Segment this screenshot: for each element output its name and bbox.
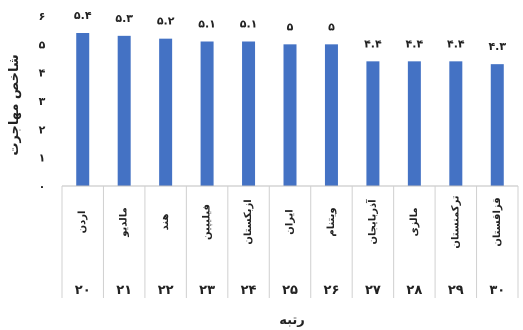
data-label: ۴.۳: [488, 40, 506, 53]
rank-labels: ۲۰ ۲۱ ۲۲ ۲۳ ۲۴ ۲۵ ۲۶ ۲۷ ۲۸ ۲۹ ۳۰: [75, 283, 505, 298]
data-label: ۵.۲: [157, 15, 175, 28]
data-label: ۵.۱: [240, 18, 258, 31]
category-dividers: [61, 186, 519, 298]
category-label: مالديو: [119, 207, 130, 238]
value-labels: ۵.۴ ۵.۳ ۵.۲ ۵.۱ ۵.۱ ۵ ۵ ۴.۴ ۴.۴ ۴.۴ ۴.۳: [74, 9, 506, 53]
data-label: ۴.۴: [447, 37, 465, 50]
data-label: ۵.۳: [115, 12, 133, 25]
y-tick-label: ۶: [39, 10, 46, 23]
category-label: آذربايجان: [365, 199, 378, 245]
category-label: مالزى: [409, 207, 420, 236]
x-axis-title: رتبه: [279, 313, 305, 328]
y-tick-label: ۲: [39, 123, 46, 136]
rank-label: ۲۴: [241, 283, 257, 298]
rank-label: ۲۵: [282, 283, 298, 298]
bar: [490, 64, 504, 186]
rank-label: ۲۱: [116, 283, 132, 298]
category-label: اردن: [77, 211, 88, 234]
bar: [242, 41, 256, 186]
y-axis-ticks: ۰ ۱ ۲ ۳ ۴ ۵ ۶: [39, 10, 46, 193]
bar: [76, 33, 90, 186]
data-label: ۵: [287, 20, 294, 33]
bar: [159, 38, 173, 186]
y-axis-title: شاخص مهاجرت: [7, 54, 22, 155]
category-label: ايران: [285, 209, 296, 234]
rank-label: ۲۷: [365, 283, 381, 298]
bar: [117, 35, 131, 187]
rank-label: ۲۸: [406, 283, 422, 298]
bar: [283, 44, 297, 187]
rank-label: ۲۳: [199, 283, 215, 298]
data-label: ۵.۱: [198, 18, 216, 31]
data-label: ۴.۴: [364, 37, 382, 50]
y-tick-label: ۱: [39, 152, 46, 165]
category-label: تركمنستان: [450, 195, 461, 248]
category-label: هند: [160, 214, 171, 231]
rank-label: ۳۰: [489, 283, 505, 298]
y-tick-label: ۰: [39, 180, 46, 193]
category-label: ازبكستان: [243, 199, 254, 244]
y-tick-label: ۵: [39, 38, 46, 51]
bar: [200, 41, 214, 186]
bar: [449, 61, 463, 187]
bars: [76, 33, 504, 187]
rank-label: ۲۹: [448, 283, 464, 298]
data-label: ۵.۴: [74, 9, 92, 22]
bar: [366, 61, 380, 187]
bar: [407, 61, 421, 187]
rank-label: ۲۶: [324, 283, 340, 298]
bar: [324, 44, 338, 187]
rank-label: ۲۰: [75, 283, 91, 298]
category-label: ويتنام: [326, 207, 337, 236]
y-tick-label: ۳: [39, 95, 46, 108]
rank-label: ۲۲: [158, 283, 174, 298]
category-label: قزاقستان: [492, 197, 503, 246]
category-label: فيليپين: [202, 204, 213, 240]
category-labels: اردن مالديو هند فيليپين ازبكستان ايران ويتنام آ…: [77, 195, 503, 248]
y-tick-label: ۴: [39, 67, 46, 80]
data-label: ۵: [328, 20, 335, 33]
data-label: ۴.۴: [406, 37, 424, 50]
